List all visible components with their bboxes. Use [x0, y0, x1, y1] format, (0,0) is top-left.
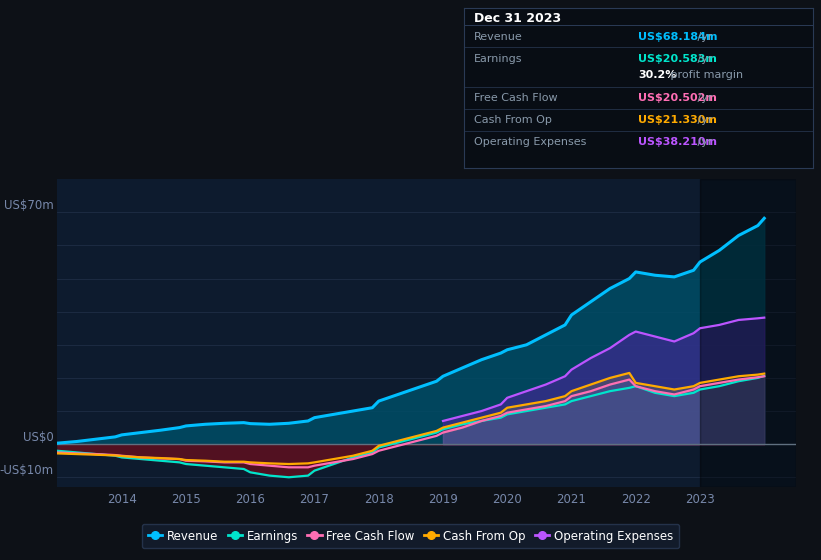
Text: /yr: /yr: [695, 93, 713, 103]
Text: /yr: /yr: [695, 115, 713, 125]
Text: US$38.210m: US$38.210m: [639, 137, 718, 147]
Text: US$20.502m: US$20.502m: [639, 93, 718, 103]
Legend: Revenue, Earnings, Free Cash Flow, Cash From Op, Operating Expenses: Revenue, Earnings, Free Cash Flow, Cash …: [142, 524, 679, 548]
Text: Dec 31 2023: Dec 31 2023: [475, 12, 562, 25]
Text: Revenue: Revenue: [475, 32, 523, 42]
Text: US$20.583m: US$20.583m: [639, 54, 718, 64]
Text: 30.2%: 30.2%: [639, 71, 677, 81]
Text: US$21.330m: US$21.330m: [639, 115, 718, 125]
Text: -US$10m: -US$10m: [0, 464, 54, 477]
Text: US$68.184m: US$68.184m: [639, 32, 718, 42]
Bar: [700, 179, 796, 487]
Text: /yr: /yr: [695, 32, 713, 42]
Text: Operating Expenses: Operating Expenses: [475, 137, 587, 147]
Text: profit margin: profit margin: [667, 71, 743, 81]
Text: Cash From Op: Cash From Op: [475, 115, 553, 125]
Text: /yr: /yr: [695, 54, 713, 64]
Text: US$70m: US$70m: [4, 199, 54, 212]
Text: /yr: /yr: [695, 137, 713, 147]
Text: Earnings: Earnings: [475, 54, 523, 64]
Text: US$0: US$0: [23, 431, 54, 444]
Text: Free Cash Flow: Free Cash Flow: [475, 93, 558, 103]
